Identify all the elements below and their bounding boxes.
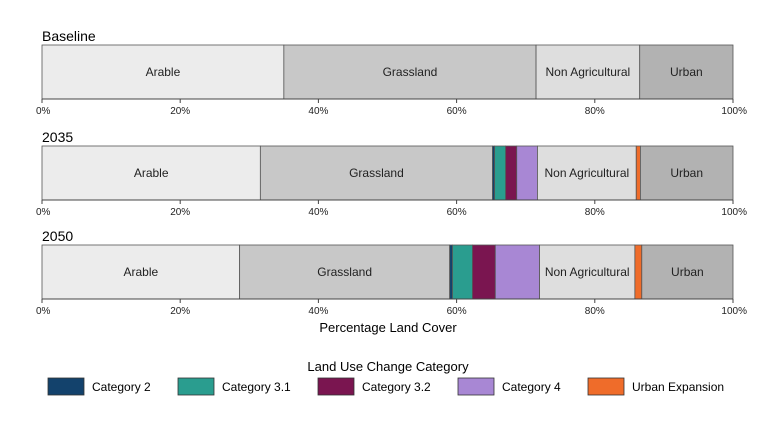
bar-segment-category-4 [494, 244, 540, 300]
bar-segment-category-3-1 [494, 145, 507, 201]
legend: Land Use Change Category Category 2 Categ… [47, 359, 724, 396]
bar-segment-arable [41, 44, 285, 100]
bar-segment-grassland [259, 145, 493, 201]
segment-label-urban: Urban [670, 65, 703, 79]
segment-label-non-agricultural: Non Agricultural [544, 166, 629, 180]
x-axis-title: Percentage Land Cover [319, 320, 457, 335]
bar-segment-urban [639, 44, 734, 100]
segment-label-urban: Urban [671, 265, 704, 279]
bar-segment-non-agricultural [535, 44, 641, 100]
legend-item-category-3-1: Category 3.1 [177, 377, 291, 396]
x-tick-label: 40% [308, 306, 328, 317]
legend-label: Category 3.2 [362, 380, 431, 394]
legend-item-category-2: Category 2 [47, 377, 151, 396]
x-tick-label: 80% [585, 106, 605, 117]
bar-segment-non-agricultural [539, 244, 636, 300]
bar-segment-urban [640, 145, 734, 201]
legend-item-category-4: Category 4 [457, 377, 561, 396]
panel-2035: 2035 Arable Grassland Non Agricultural Urban… [36, 129, 747, 218]
segment-label-grassland: Grassland [383, 65, 438, 79]
legend-swatch [587, 377, 625, 396]
x-tick-label: 40% [308, 207, 328, 218]
x-tick-label: 0% [36, 306, 51, 317]
x-tick-label: 20% [170, 207, 190, 218]
legend-swatch [317, 377, 355, 396]
legend-title: Land Use Change Category [307, 359, 469, 374]
x-tick-label: 60% [447, 207, 467, 218]
x-tick-label: 0% [36, 106, 51, 117]
bar-segment-category-3-2 [505, 145, 518, 201]
legend-swatch [177, 377, 215, 396]
bar-segment-urban [641, 244, 734, 300]
x-tick-label: 20% [170, 306, 190, 317]
legend-swatch [457, 377, 495, 396]
bar-segment-urban-expansion [634, 244, 643, 300]
panel-title: 2035 [42, 129, 73, 145]
panel-title: 2050 [42, 228, 73, 244]
x-tick-label: 80% [585, 207, 605, 218]
legend-label: Urban Expansion [632, 380, 724, 394]
segment-label-urban: Urban [670, 166, 703, 180]
x-tick-label: 60% [447, 106, 467, 117]
x-tick-label: 100% [721, 306, 747, 317]
segment-label-non-agricultural: Non Agricultural [545, 265, 630, 279]
panel-2050: 2050 Arable Grassland Non Agricultural Urban… [36, 228, 747, 317]
segment-label-non-agricultural: Non Agricultural [546, 65, 631, 79]
legend-label: Category 4 [502, 380, 561, 394]
legend-label: Category 2 [92, 380, 151, 394]
bar-segment-arable [41, 244, 241, 300]
segment-label-grassland: Grassland [349, 166, 404, 180]
bar-segment-category-3-1 [452, 244, 473, 300]
legend-items: Category 2 Category 3.1 Category 3.2 Catego… [47, 377, 724, 396]
legend-swatch [47, 377, 85, 396]
bar-segment-category-2 [449, 244, 453, 300]
bar-segment-urban-expansion [635, 145, 641, 201]
bar-segment-grassland [239, 244, 451, 300]
panel-baseline: Baseline Arable Grassland Non Agricultural U… [36, 28, 747, 117]
segment-label-arable: Arable [123, 265, 158, 279]
x-tick-label: 40% [308, 106, 328, 117]
legend-label: Category 3.1 [222, 380, 291, 394]
legend-item-urban-expansion: Urban Expansion [587, 377, 724, 396]
legend-item-category-3-2: Category 3.2 [317, 377, 431, 396]
x-tick-label: 0% [36, 207, 51, 218]
chart-panels: Baseline Arable Grassland Non Agricultural U… [36, 28, 747, 317]
x-tick-label: 20% [170, 106, 190, 117]
bar-segment-arable [41, 145, 261, 201]
segment-label-arable: Arable [146, 65, 181, 79]
segment-label-grassland: Grassland [317, 265, 372, 279]
bar-segment-category-4 [516, 145, 538, 201]
panel-title: Baseline [42, 28, 96, 44]
segment-label-arable: Arable [134, 166, 169, 180]
x-tick-label: 60% [447, 306, 467, 317]
bar-segment-category-3-2 [472, 244, 496, 300]
x-tick-label: 100% [721, 207, 747, 218]
bar-segment-grassland [283, 44, 537, 100]
x-tick-label: 80% [585, 306, 605, 317]
x-tick-label: 100% [721, 106, 747, 117]
